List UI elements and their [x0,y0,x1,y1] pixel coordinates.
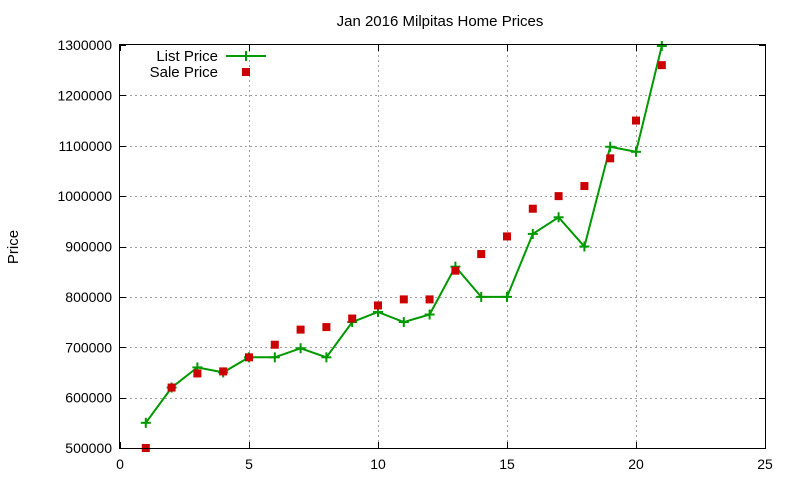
data-point-plus [321,352,332,363]
data-point-plus [553,212,564,223]
data-point-square [219,367,228,376]
data-point-square [399,295,408,304]
series-1 [141,61,666,452]
plot-frame [119,44,766,449]
data-point-plus [269,352,280,363]
grid [120,45,765,448]
y-axis-label: Price [5,230,22,264]
data-point-plus [527,228,538,239]
data-point-plus [631,146,641,157]
data-point-square [554,192,563,201]
data-point-square [528,204,537,213]
data-point-square [270,340,279,349]
legend-label: List Price [156,48,218,65]
data-point-square [374,301,382,310]
y-tick-label: 1200000 [57,87,112,103]
data-point-square [193,369,202,378]
legend-plus-marker [241,51,251,61]
data-point-square [245,353,253,362]
data-point-square [425,295,434,304]
data-point-square [503,232,511,241]
y-tick-label: 1100000 [59,138,113,154]
data-point-square [632,116,640,125]
data-point-square [167,383,176,392]
data-point-square [322,323,331,332]
data-point-square [451,266,460,275]
data-point-plus [579,241,590,252]
axis-ticks: 0 5 10 15 20 25 500000 600000 700000 800000 900000… [57,37,773,472]
data-point-square [477,250,486,259]
data-point-plus [424,309,435,320]
x-tick-label: 20 [628,456,644,472]
plot-series [140,41,667,452]
data-point-square [348,314,357,323]
x-tick-label: 25 [757,456,773,472]
y-tick-label: 500000 [65,440,112,456]
legend-label: Sale Price [150,64,218,81]
data-point-plus [656,41,667,52]
data-point-plus [295,343,306,354]
x-tick-label: 5 [245,456,253,472]
data-point-plus [605,141,616,152]
x-tick-label: 0 [116,456,124,472]
data-point-square [657,61,666,70]
data-point-square [606,154,615,163]
data-point-plus [502,291,512,302]
data-point-plus [398,317,409,328]
data-point-plus [140,417,151,428]
x-tick-label: 10 [370,456,386,472]
y-tick-label: 600000 [65,390,112,406]
y-tick-label: 1300000 [57,37,112,53]
data-point-square [296,325,305,334]
legend-square-marker [242,68,250,76]
data-point-square [580,182,589,191]
y-tick-label: 800000 [65,289,112,305]
series-line [144,45,663,424]
chart-title: Jan 2016 Milpitas Home Prices [337,13,544,30]
x-tick-label: 15 [499,456,515,472]
y-tick-label: 1000000 [57,188,112,204]
data-point-plus [476,291,487,302]
y-tick-label: 900000 [65,239,112,255]
y-tick-label: 700000 [65,339,112,355]
